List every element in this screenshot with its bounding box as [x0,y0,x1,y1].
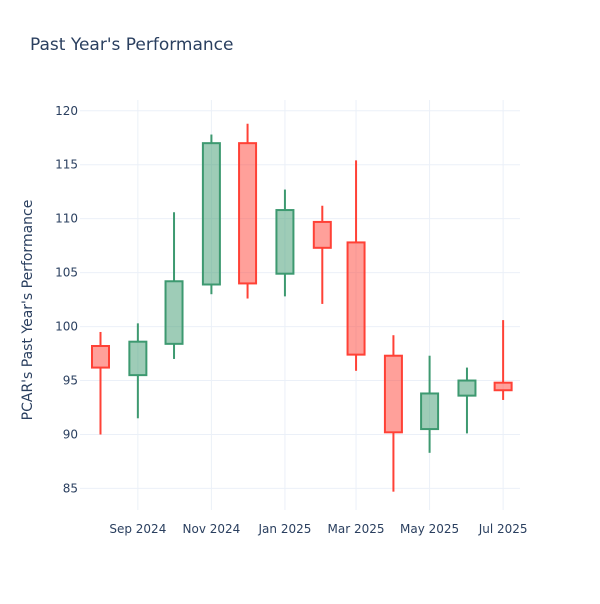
candle-body [346,241,366,356]
x-tick-label: May 2025 [400,522,459,536]
candle-body [383,354,403,434]
candle-body [275,209,295,275]
candle-increasing [457,367,477,434]
candle-body [201,142,221,286]
x-tick-label: Sep 2024 [109,522,166,536]
candle-body [164,280,184,345]
y-tick-label: 100 [55,320,78,334]
candle-increasing [128,323,148,419]
y-axis-title: PCAR's Past Year's Performance [20,200,36,421]
candle-body [420,392,440,431]
candle-body [493,381,513,392]
candle-decreasing [346,160,366,371]
candle-increasing [420,355,440,453]
candle-body [457,379,477,397]
candle-increasing [164,212,184,359]
x-tick-label: Jan 2025 [258,522,312,536]
y-tick-label: 115 [55,158,78,172]
y-tick-label: 120 [55,104,78,118]
y-tick-label: 105 [55,266,78,280]
candle-body [90,345,110,369]
candle-decreasing [383,335,403,492]
candle-decreasing [90,331,110,435]
candle-body [238,142,258,285]
candle-increasing [275,189,295,297]
candle-decreasing [493,320,513,400]
y-tick-label: 95 [63,374,78,388]
chart-title: Past Year's Performance [30,35,234,55]
candle-decreasing [312,205,332,304]
x-tick-label: Nov 2024 [183,522,241,536]
y-tick-label: 90 [63,427,78,441]
y-axis-ticks: 85 90 95 100 105 110 115 120 [55,104,78,496]
candle-decreasing [238,123,258,299]
candle-body [312,220,332,249]
y-tick-label: 85 [63,481,78,495]
y-tick-label: 110 [55,212,78,226]
candle-increasing [201,134,221,295]
candles [90,123,513,492]
candle-body [128,340,148,377]
x-tick-label: Jul 2025 [478,522,528,536]
grid [80,100,520,510]
x-tick-label: Mar 2025 [328,522,385,536]
x-axis-ticks: Sep 2024 Nov 2024 Jan 2025 Mar 2025 May 2025… [109,522,527,536]
